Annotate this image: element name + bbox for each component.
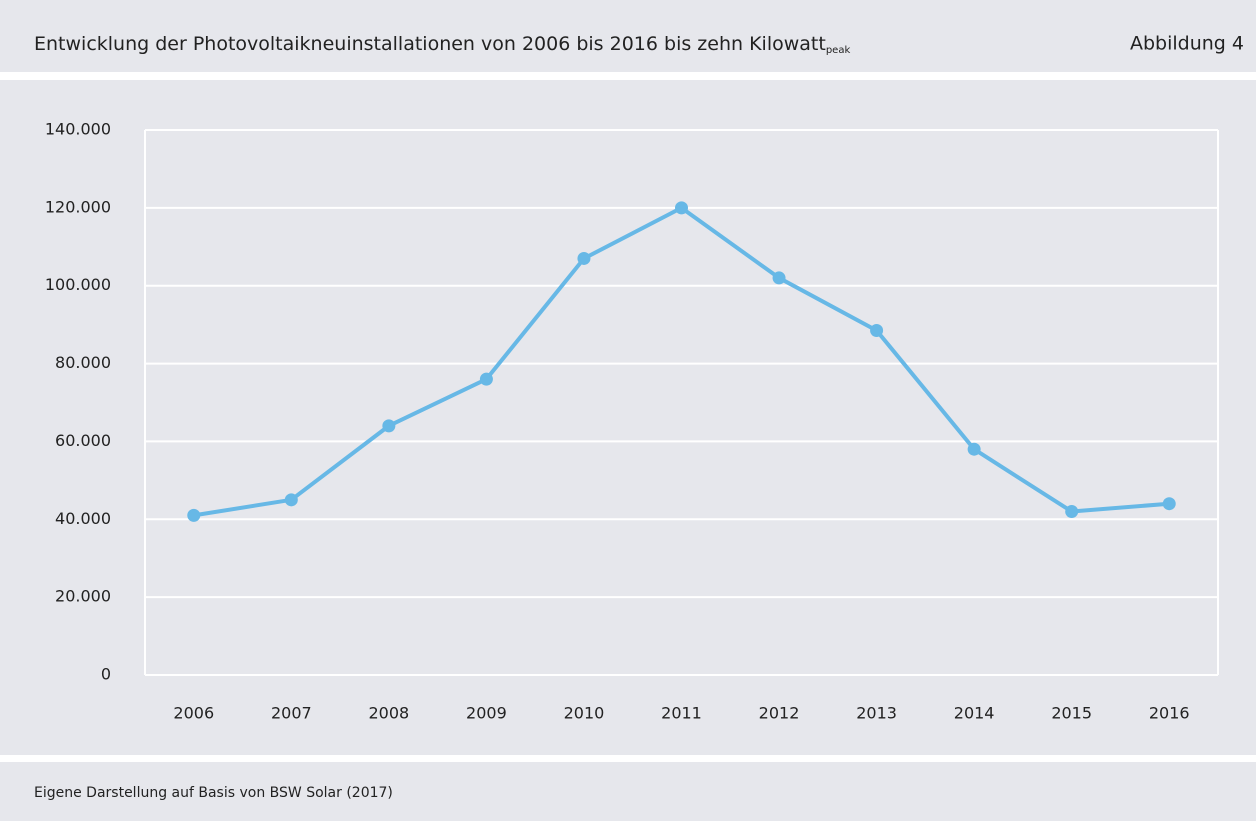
figure-label: Abbildung 4 [1130,33,1244,55]
line-point [675,201,688,215]
chart-band [0,80,1256,755]
line-point [1065,505,1079,518]
y-tick-label: 60.000 [55,431,111,450]
line-point [284,493,298,507]
x-tick-label: 2013 [856,704,897,723]
chart-title-subscript: peak [826,45,851,56]
chart-title: Entwicklung der Photovoltaikneuinstallat… [34,33,826,55]
x-tick-label: 2010 [564,704,605,723]
y-tick-label: 120.000 [45,197,111,216]
line-point [577,251,591,265]
y-tick-label: 140.000 [45,120,111,139]
y-tick-label: 100.000 [45,275,111,294]
header-band [0,0,1256,72]
x-tick-label: 2008 [369,704,410,723]
x-tick-label: 2009 [466,704,507,723]
footer-band [0,762,1256,821]
y-tick-label: 0 [101,665,111,684]
x-tick-label: 2007 [271,704,312,723]
line-point [187,508,201,522]
x-tick-label: 2012 [759,704,800,723]
y-tick-label: 80.000 [55,353,111,372]
source-note: Eigene Darstellung auf Basis von BSW Sol… [34,785,393,801]
line-point [382,419,396,433]
chart-title-group: Entwicklung der Photovoltaikneuinstallat… [34,33,850,57]
line-point [870,323,884,337]
y-tick-label: 20.000 [55,587,111,606]
x-tick-label: 2014 [954,704,995,723]
line-point [772,271,786,285]
line-point [479,372,493,386]
x-tick-label: 2011 [661,704,702,723]
line-point [967,442,981,456]
x-tick-label: 2006 [173,704,214,723]
line-point [1162,497,1176,511]
y-tick-label: 40.000 [55,509,111,528]
x-tick-label: 2016 [1149,704,1190,723]
x-tick-label: 2015 [1051,704,1092,723]
